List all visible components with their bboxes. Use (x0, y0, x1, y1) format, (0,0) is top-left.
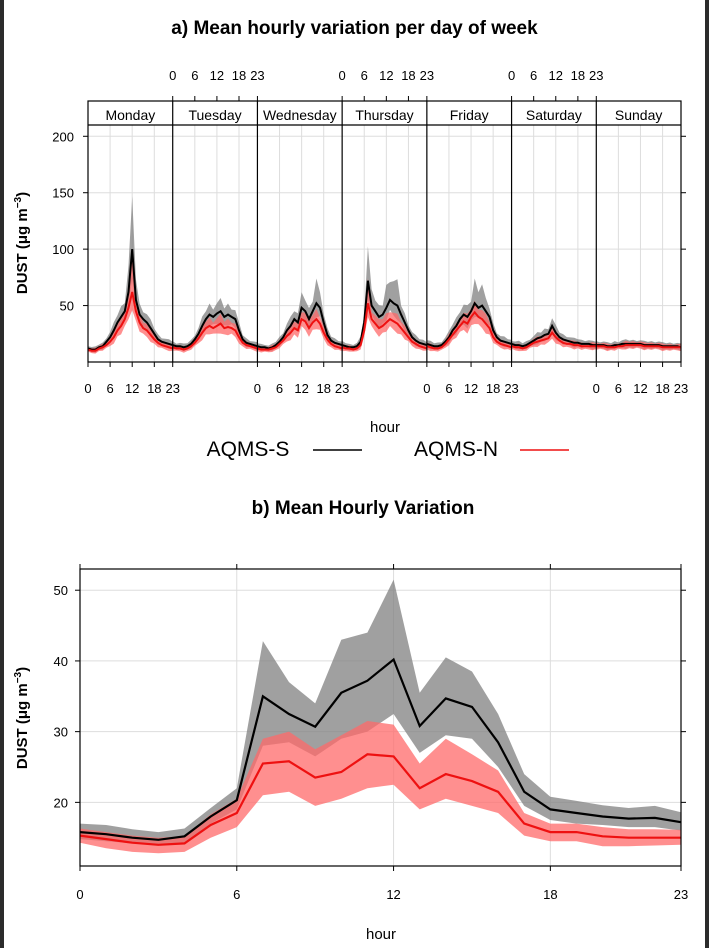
chart-a-x-tick-label-bottom: 0 (593, 381, 600, 396)
chart-a-x-tick-label-bottom: 6 (445, 381, 452, 396)
legend-label-aqms-n: AQMS-N (414, 438, 498, 461)
chart-a-x-tick-label-bottom: 12 (464, 381, 478, 396)
chart-a-x-tick-label-bottom: 0 (254, 381, 261, 396)
chart-a-line-aqms-n (511, 331, 597, 350)
chart-a-x-tick-label-top: 12 (210, 68, 224, 83)
chart-a-frame (87, 100, 682, 363)
panel-a: a) Mean hourly variation per day of week… (13, 18, 688, 436)
chart-a-x-tick-label-top: 0 (169, 68, 176, 83)
chart-a-y-tick-label: 100 (52, 242, 74, 257)
chart-a-x-tick-label-bottom: 23 (335, 381, 349, 396)
chart-a-x-tick-label-top: 12 (379, 68, 393, 83)
panel-b: b) Mean Hourly Variation 20 30 40 50 0 6 12 18 23… (13, 498, 688, 943)
chart-a-line-aqms-n (596, 344, 681, 349)
chart-a-x-tick-label-top: 6 (191, 68, 198, 83)
chart-a-x-tick-label-bottom: 12 (294, 381, 308, 396)
chart-b-x-tick-label: 0 (76, 887, 83, 902)
strip-label-wednesday: Wednesday (263, 107, 337, 123)
chart-b-y-axis-label: DUST (μg m−3) (13, 667, 31, 769)
chart-b-y-tick-label: 30 (54, 725, 68, 740)
chart-b-band-aqms-n (80, 721, 681, 854)
chart-a-line-aqms-s (257, 301, 343, 350)
chart-a-x-tick-label-top: 23 (589, 68, 603, 83)
chart-a-x-tick-label-top: 6 (361, 68, 368, 83)
chart-b-line-aqms-s (79, 657, 682, 841)
chart-a-line-aqms-n (426, 310, 512, 350)
chart-a-x-axis-label: hour (370, 419, 400, 436)
chart-a-x-tick-label-bottom: 18 (147, 381, 161, 396)
strip-label-sunday: Sunday (615, 107, 662, 123)
chart-a-band-aqms-s (342, 246, 427, 351)
chart-a-line-aqms-s (172, 309, 258, 349)
chart-a-x-tick-label-top: 23 (250, 68, 264, 83)
chart-a-x-tick-label-bottom: 23 (674, 381, 688, 396)
chart-a-x-tick-label-bottom: 6 (615, 381, 622, 396)
chart-b-x-tick-label: 6 (233, 887, 240, 902)
chart-a-x-tick-label-bottom: 0 (84, 381, 91, 396)
chart-a-x-tick-label-bottom: 6 (106, 381, 113, 396)
strip-label-friday: Friday (450, 107, 489, 123)
chart-b-x-axis-label: hour (366, 926, 396, 943)
chart-a-x-tick-label-bottom: 12 (633, 381, 647, 396)
chart-b-x-tick-label: 23 (674, 887, 688, 902)
chart-a-line-aqms-n (257, 317, 343, 351)
chart-a-line-aqms-n (87, 291, 174, 352)
chart-a-y-tick-label: 50 (60, 299, 74, 314)
chart-a-x-tick-label-top: 23 (420, 68, 434, 83)
legend-label-aqms-s: AQMS-S (207, 438, 290, 461)
chart-a-x-tick-label-bottom: 23 (504, 381, 518, 396)
chart-a-band-aqms-s (172, 298, 258, 352)
chart-a-line-aqms-s (87, 249, 174, 351)
chart-a-x-tick-label-top: 18 (232, 68, 246, 83)
chart-a-x-tick-label-bottom: 18 (655, 381, 669, 396)
chart-a-x-tick-label-bottom: 6 (276, 381, 283, 396)
strip-label-tuesday: Tuesday (188, 107, 241, 123)
chart-a-line-aqms-s (341, 280, 428, 349)
chart-b-band-aqms-s (80, 579, 681, 846)
chart-a-y-tick-label: 200 (52, 129, 74, 144)
chart-a-x-tick-label-bottom: 0 (423, 381, 430, 396)
chart-a-line-aqms-s (511, 323, 597, 348)
strip-label-thursday: Thursday (355, 107, 413, 123)
chart-a-x-tick-label-top: 0 (339, 68, 346, 83)
chart-b-y-tick-label: 20 (54, 795, 68, 810)
left-frame-border (0, 0, 4, 948)
chart-b-y-tick-label: 40 (54, 654, 68, 669)
chart-a-y-axis-label: DUST (μg m−3) (13, 192, 31, 294)
chart-b-title: b) Mean Hourly Variation (252, 498, 475, 519)
chart-a-x-tick-label-bottom: 12 (125, 381, 139, 396)
chart-b-frame (79, 568, 682, 867)
chart-a-line-aqms-s (596, 342, 682, 349)
chart-a-y-tick-label: 150 (52, 186, 74, 201)
chart-a-x-tick-label-bottom: 23 (165, 381, 179, 396)
chart-a-x-tick-label-top: 12 (549, 68, 563, 83)
chart-a-x-tick-label-top: 18 (571, 68, 585, 83)
chart-a-x-tick-label-top: 18 (401, 68, 415, 83)
strip-label-saturday: Saturday (526, 107, 582, 123)
chart-b-y-tick-label: 50 (54, 583, 68, 598)
chart-a-x-tick-label-bottom: 18 (316, 381, 330, 396)
chart-b-x-tick-label: 18 (543, 887, 557, 902)
right-frame-border (705, 0, 709, 948)
chart-a-line-aqms-n (341, 303, 428, 351)
chart-a-x-tick-label-bottom: 18 (486, 381, 500, 396)
chart-b-x-tick-label: 12 (386, 887, 400, 902)
chart-a-x-tick-label-top: 0 (508, 68, 515, 83)
chart-a-line-aqms-n (172, 322, 258, 351)
chart-b-line-aqms-n (79, 753, 681, 846)
chart-a-title: a) Mean hourly variation per day of week (171, 18, 538, 39)
chart-a-x-tick-label-top: 6 (530, 68, 537, 83)
legend: AQMS-S AQMS-N (207, 438, 569, 461)
strip-label-monday: Monday (105, 107, 155, 123)
chart-a-line-aqms-s (426, 301, 512, 348)
